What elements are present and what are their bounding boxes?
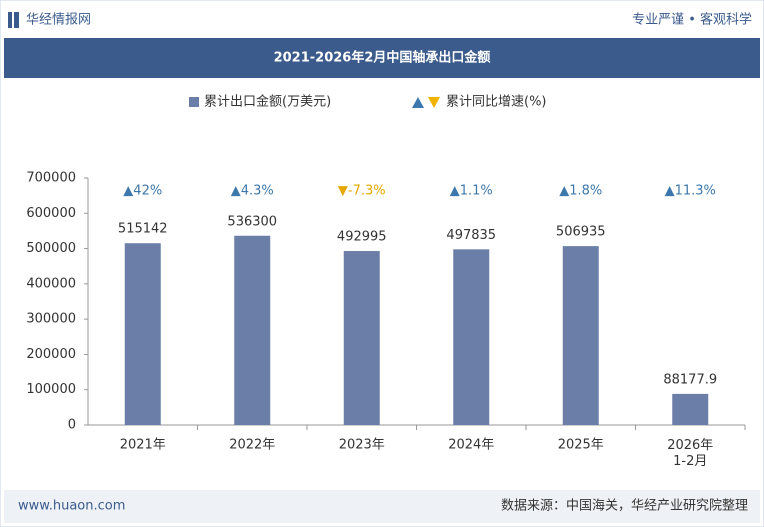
- growth-label: ▲1.1%: [450, 184, 493, 199]
- x-tick-label: 2025年: [558, 438, 604, 453]
- bar: [234, 235, 271, 425]
- bar: [672, 393, 709, 425]
- legend-down: [428, 97, 440, 108]
- legend-label: 累计同比增速(%): [446, 95, 547, 110]
- legend-label: 累计出口金额(万美元): [204, 94, 331, 110]
- y-tick-label: 500000: [26, 241, 76, 256]
- x-tick-label: 2026年 1-2月: [667, 438, 713, 469]
- slogan: 专业严谨 • 客观科学: [632, 12, 752, 28]
- y-tick-label: 0: [68, 418, 76, 433]
- x-tick-label: 2023年: [339, 438, 385, 453]
- y-tick-label: 700000: [26, 171, 76, 186]
- value-label: 536300: [227, 214, 277, 229]
- y-tick-label: 300000: [26, 312, 76, 327]
- legend-up: [412, 97, 424, 108]
- logo: [14, 12, 19, 28]
- growth-label: ▲1.8%: [559, 184, 602, 199]
- x-tick-label: 2021年: [120, 438, 166, 453]
- y-tick-label: 200000: [26, 347, 76, 362]
- growth-label: ▲42%: [123, 184, 162, 199]
- x-tick-label: 2024年: [448, 438, 494, 453]
- value-label: 492995: [337, 230, 387, 245]
- value-label: 515142: [118, 222, 168, 237]
- bar: [124, 243, 161, 425]
- growth-label: ▲4.3%: [231, 184, 274, 199]
- y-tick-label: 100000: [26, 382, 76, 397]
- website: www.huaon.com: [18, 499, 125, 514]
- brand: 华经情报网: [26, 13, 91, 28]
- title-band: [4, 38, 760, 78]
- y-tick-label: 600000: [26, 206, 76, 221]
- growth-label: ▲11.3%: [665, 184, 716, 199]
- value-label: 88177.9: [663, 372, 717, 387]
- bar: [343, 251, 380, 425]
- source: 数据来源：中国海关，华经产业研究院整理: [501, 499, 748, 514]
- logo: [8, 12, 12, 28]
- value-label: 506935: [556, 225, 606, 240]
- chart-title: 2021-2026年2月中国轴承出口金额: [274, 50, 491, 66]
- x-tick-label: 2022年: [229, 438, 275, 453]
- value-label: 497835: [446, 228, 496, 243]
- bar: [562, 246, 599, 425]
- bar: [453, 249, 490, 425]
- legend-swatch: [189, 97, 199, 107]
- y-tick-label: 400000: [26, 276, 76, 291]
- growth-label: ▼-7.3%: [338, 184, 386, 199]
- footer-band: [4, 490, 760, 523]
